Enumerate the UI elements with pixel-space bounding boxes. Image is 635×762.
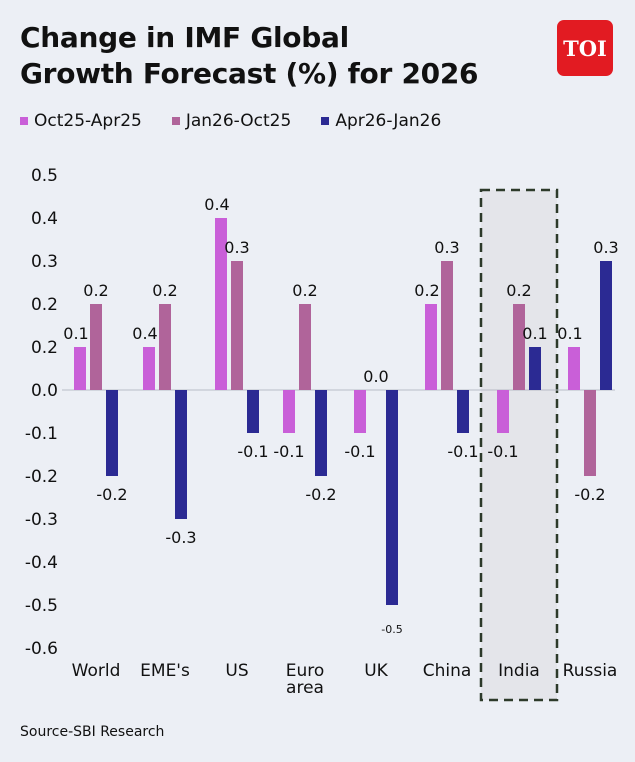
y-tick-label: -0.1	[25, 424, 58, 444]
legend: Oct25-Apr25 Jan26-Oct25 Apr26-Jan26	[20, 111, 471, 131]
x-tick-label: China	[423, 661, 472, 681]
bar	[247, 390, 259, 433]
data-label: 0.4	[204, 195, 229, 214]
bar	[568, 347, 580, 390]
legend-item: Jan26-Oct25	[171, 111, 292, 131]
bar	[386, 390, 398, 605]
bar	[600, 261, 612, 390]
data-label: -0.1	[237, 442, 268, 461]
legend-label: Apr26-Jan26	[335, 111, 442, 131]
toi-logo: TOI	[557, 20, 613, 76]
data-label: -0.2	[96, 485, 127, 504]
x-tick-label: US	[225, 661, 248, 681]
legend-swatch	[321, 117, 330, 125]
y-tick-label: -0.2	[25, 467, 58, 487]
bar	[529, 347, 541, 390]
bar	[143, 347, 155, 390]
bar	[175, 390, 187, 519]
legend-label: Jan26-Oct25	[185, 111, 292, 131]
bar	[354, 390, 366, 433]
data-label: 0.2	[414, 281, 439, 300]
data-label: 0.1	[557, 324, 582, 343]
data-label: 0.2	[292, 281, 317, 300]
legend-swatch	[20, 117, 28, 125]
data-label: 0.3	[224, 238, 249, 257]
data-label: -0.1	[344, 442, 375, 461]
bar	[283, 390, 295, 433]
y-tick-label: 0.2	[31, 295, 58, 315]
x-tick-label: EME's	[140, 661, 190, 681]
y-tick-label: 0.2	[31, 338, 58, 358]
title-line-1: Change in IMF Global	[20, 21, 349, 54]
y-tick-label: 0.5	[31, 166, 58, 186]
bar	[315, 390, 327, 476]
data-label: 0.2	[83, 281, 108, 300]
bar	[231, 261, 243, 390]
data-label: -0.2	[574, 485, 605, 504]
y-tick-label: -0.4	[25, 553, 58, 573]
legend-item: Oct25-Apr25	[20, 111, 142, 131]
data-label: 0.3	[434, 238, 459, 257]
highlight-box	[479, 188, 559, 702]
chart-title: Change in IMF Global Growth Forecast (%)…	[20, 20, 478, 92]
bar	[215, 218, 227, 390]
data-label: -0.5	[381, 623, 402, 636]
source-note: Source-SBI Research	[20, 724, 165, 740]
data-label: -0.1	[273, 442, 304, 461]
data-label: 0.1	[63, 324, 88, 343]
data-label: 0.2	[152, 281, 177, 300]
data-label: -0.3	[165, 528, 196, 547]
y-tick-label: 0.3	[31, 252, 58, 272]
legend-swatch	[171, 117, 180, 125]
legend-label: Oct25-Apr25	[34, 111, 142, 131]
bar	[425, 304, 437, 390]
data-label: -0.1	[487, 442, 518, 461]
bar	[513, 304, 525, 390]
data-label: 0.0	[363, 367, 388, 386]
data-label: 0.1	[522, 324, 547, 343]
legend-item: Apr26-Jan26	[321, 111, 441, 131]
bar	[159, 304, 171, 390]
bar	[441, 261, 453, 390]
y-tick-label: -0.6	[25, 639, 58, 659]
x-tick-label: UK	[364, 661, 388, 681]
x-tick-label: Russia	[563, 661, 618, 681]
bar	[299, 304, 311, 390]
y-tick-label: -0.3	[25, 510, 58, 530]
data-label: 0.4	[132, 324, 157, 343]
y-tick-label: 0.0	[31, 381, 58, 401]
x-tick-label: area	[286, 678, 324, 698]
bar	[74, 347, 86, 390]
data-label: -0.2	[305, 485, 336, 504]
data-label: -0.1	[447, 442, 478, 461]
x-tick-label: Euro	[286, 661, 325, 681]
y-tick-label: 0.4	[31, 209, 58, 229]
x-tick-label: World	[72, 661, 121, 681]
data-label: 0.2	[506, 281, 531, 300]
bar	[457, 390, 469, 433]
y-tick-label: -0.5	[25, 596, 58, 616]
bar	[106, 390, 118, 476]
title-line-2: Growth Forecast (%) for 2026	[20, 57, 479, 90]
x-tick-label: India	[498, 661, 540, 681]
bar	[497, 390, 509, 433]
data-label: 0.3	[593, 238, 618, 257]
bar	[584, 390, 596, 476]
bar	[90, 304, 102, 390]
